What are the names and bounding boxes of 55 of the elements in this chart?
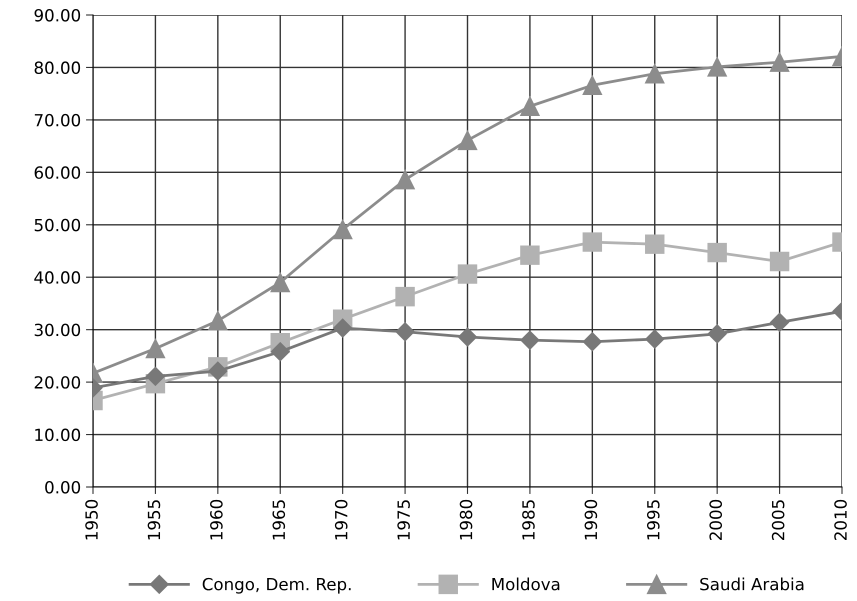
point xyxy=(396,322,415,342)
y-tick-label: 80.00 xyxy=(34,61,80,74)
point xyxy=(582,232,602,252)
point xyxy=(458,130,478,150)
x-tick-label: 1980 xyxy=(460,500,472,540)
x-tick-label: 1955 xyxy=(148,500,160,540)
point xyxy=(146,338,166,358)
y-tick-label: 40.00 xyxy=(34,271,80,284)
y-tick-label: 20.00 xyxy=(34,376,80,389)
x-tick-label: 1995 xyxy=(646,500,660,540)
y-tick-label: 90.00 xyxy=(34,8,80,22)
point xyxy=(520,330,540,350)
point xyxy=(645,330,664,349)
x-tick-label: 2010 xyxy=(834,500,847,540)
point xyxy=(395,286,415,306)
point xyxy=(270,272,290,292)
point xyxy=(708,324,727,344)
point xyxy=(520,96,540,116)
x-tick-label: 1965 xyxy=(272,500,286,540)
point xyxy=(582,332,602,352)
point xyxy=(645,64,664,84)
point xyxy=(770,52,790,72)
point xyxy=(146,366,165,386)
point xyxy=(208,362,228,381)
x-tick-label: 1985 xyxy=(522,500,535,540)
y-tick-label: 30.00 xyxy=(34,324,80,336)
legend-label: Moldova xyxy=(492,578,560,590)
point xyxy=(707,57,727,77)
x-tick-label: 1990 xyxy=(584,500,598,540)
y-tick-label: 60.00 xyxy=(34,166,80,179)
x-tick-label: 1975 xyxy=(397,500,410,540)
point xyxy=(333,318,352,338)
point xyxy=(458,264,478,284)
y-tick-label: 50.00 xyxy=(34,218,80,232)
point xyxy=(582,76,602,95)
point xyxy=(332,220,352,240)
y-tick-label: 10.00 xyxy=(35,428,80,442)
x-tick-label: 2005 xyxy=(772,500,784,540)
x-tick-label: 2000 xyxy=(709,500,722,540)
y-tick-label: 0.00 xyxy=(45,480,80,494)
y-tick-label: 70.00 xyxy=(34,114,80,126)
x-tick-label: 1960 xyxy=(210,500,223,540)
x-tick-label: 1950 xyxy=(85,500,98,540)
legend-label: Congo, Dem. Rep. xyxy=(202,578,351,594)
legend-label: Saudi Arabia xyxy=(700,578,804,590)
x-tick-label: 1970 xyxy=(334,500,348,540)
point xyxy=(770,252,790,272)
point xyxy=(458,327,478,347)
point xyxy=(395,170,415,190)
point xyxy=(208,311,228,330)
point xyxy=(645,234,664,254)
point xyxy=(770,312,790,332)
point xyxy=(270,342,290,362)
point xyxy=(520,245,540,265)
point xyxy=(707,242,727,262)
